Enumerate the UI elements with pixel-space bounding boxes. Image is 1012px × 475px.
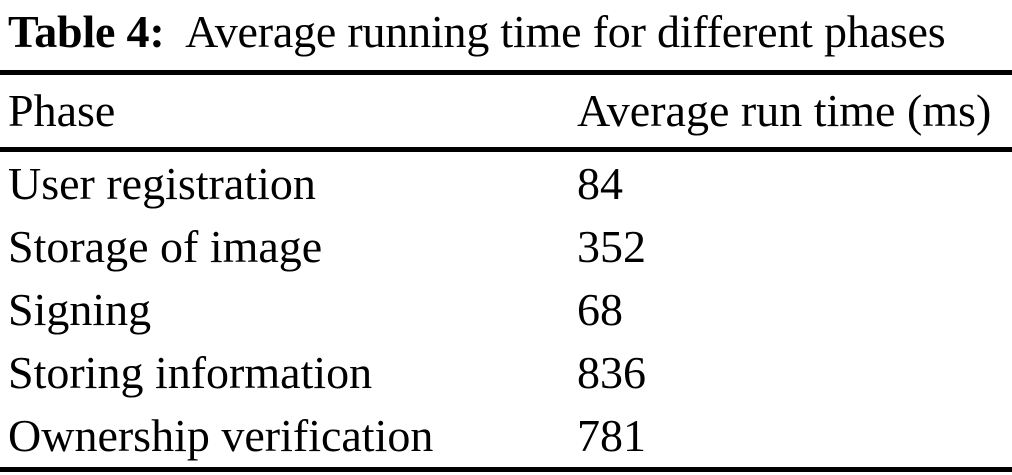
value-cell: 836	[577, 346, 646, 398]
value-cell: 352	[577, 220, 646, 272]
table-caption-text: Average running time for different phase…	[185, 6, 946, 57]
phase-cell: Ownership verification	[8, 409, 434, 461]
phase-cell: Storing information	[8, 346, 373, 398]
table-row: Signing 68	[0, 278, 1012, 341]
table-row: Storage of image 352	[0, 215, 1012, 278]
table-body: User registration 84 Storage of image 35…	[0, 150, 1012, 470]
table-caption-label: Table 4:	[8, 6, 165, 57]
value-cell: 84	[577, 157, 623, 209]
phase-cell: Signing	[8, 283, 152, 335]
phase-cell: User registration	[8, 157, 316, 209]
table-header: Phase Average run time (ms)	[0, 73, 1012, 150]
table-row: User registration 84	[0, 150, 1012, 216]
table-header-row: Phase Average run time (ms)	[0, 73, 1012, 150]
column-header-avg-run-time: Average run time (ms)	[577, 85, 992, 137]
table-row: Ownership verification 781	[0, 404, 1012, 470]
phase-cell: Storage of image	[8, 220, 323, 272]
column-header-phase: Phase	[8, 85, 116, 137]
value-cell: 68	[577, 283, 623, 335]
table-row: Storing information 836	[0, 341, 1012, 404]
value-cell: 781	[577, 409, 646, 461]
running-time-table: Phase Average run time (ms) User registr…	[0, 70, 1012, 473]
table-caption: Table 4: Average running time for differe…	[0, 0, 1012, 59]
